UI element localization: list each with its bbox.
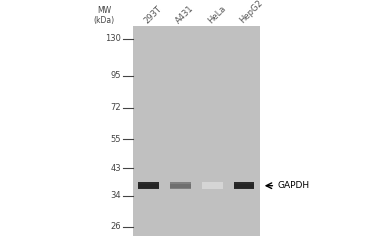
Text: HepG2: HepG2 bbox=[238, 0, 264, 25]
Bar bbox=[133, 26, 260, 236]
Text: 130: 130 bbox=[105, 34, 121, 43]
Text: 55: 55 bbox=[111, 135, 121, 144]
Text: 72: 72 bbox=[110, 104, 121, 112]
Text: GAPDH: GAPDH bbox=[277, 181, 309, 190]
Bar bbox=[234, 182, 254, 189]
Text: 43: 43 bbox=[110, 164, 121, 173]
Bar bbox=[234, 184, 254, 188]
Text: HeLa: HeLa bbox=[206, 4, 228, 25]
Text: 95: 95 bbox=[111, 71, 121, 80]
Text: A431: A431 bbox=[174, 3, 196, 25]
Bar bbox=[202, 182, 223, 189]
Bar bbox=[138, 184, 159, 188]
Bar bbox=[138, 182, 159, 189]
Bar bbox=[170, 184, 191, 188]
Text: MW
(kDa): MW (kDa) bbox=[94, 6, 114, 25]
Bar bbox=[170, 182, 191, 189]
Text: 34: 34 bbox=[110, 191, 121, 200]
Text: 293T: 293T bbox=[142, 4, 164, 25]
Text: 26: 26 bbox=[110, 222, 121, 232]
